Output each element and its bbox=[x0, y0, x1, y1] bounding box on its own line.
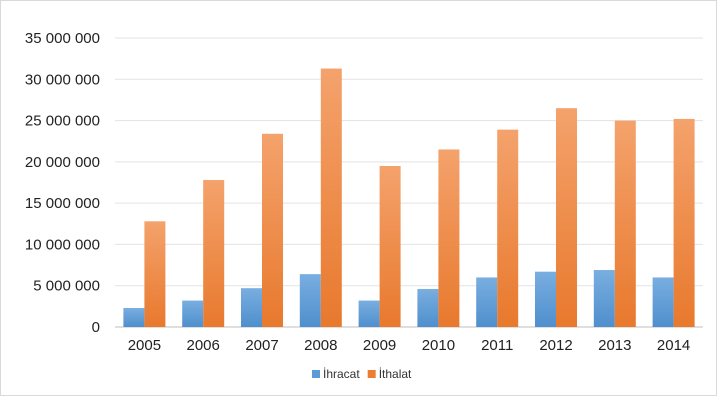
bar-ihracat-2011 bbox=[476, 277, 498, 327]
bar-ithalat-2010 bbox=[438, 149, 460, 327]
y-tick-label: 10 000 000 bbox=[25, 236, 100, 253]
legend-label-ihracat: İhracat bbox=[323, 367, 360, 381]
bar-ithalat-2006 bbox=[203, 180, 225, 327]
bar-ithalat-2007 bbox=[262, 133, 283, 327]
bar-ihracat-2010 bbox=[417, 289, 439, 327]
bar-ihracat-2006 bbox=[182, 300, 204, 327]
bar-ihracat-2014 bbox=[652, 277, 674, 327]
x-tick-label: 2013 bbox=[598, 337, 631, 354]
y-axis-tick-labels: 0 5 000 000 10 000 000 15 000 000 20 000 000… bbox=[25, 30, 100, 336]
x-tick-label: 2011 bbox=[481, 337, 513, 354]
bar-ithalat-2011 bbox=[497, 129, 519, 327]
bar-ihracat-2008 bbox=[299, 274, 321, 327]
x-tick-label: 2006 bbox=[187, 337, 220, 354]
x-tick-label: 2014 bbox=[657, 337, 690, 354]
bar-ithalat-2005 bbox=[144, 221, 166, 327]
y-tick-label: 35 000 000 bbox=[25, 30, 100, 47]
bar-ihracat-2009 bbox=[358, 300, 380, 327]
bar-ihracat-2013 bbox=[593, 270, 615, 327]
x-tick-label: 2008 bbox=[304, 337, 337, 354]
x-tick-label: 2012 bbox=[539, 337, 572, 354]
y-tick-label: 15 000 000 bbox=[25, 195, 100, 212]
legend-label-ithalat: İthalat bbox=[379, 367, 412, 381]
y-tick-label: 25 000 000 bbox=[25, 113, 100, 130]
x-tick-label: 2007 bbox=[245, 337, 278, 354]
bar-ihracat-2005 bbox=[123, 308, 145, 327]
bar-ithalat-2012 bbox=[556, 108, 577, 327]
y-tick-label: 5 000 000 bbox=[33, 278, 100, 295]
legend-swatch-ihracat bbox=[312, 370, 320, 378]
y-tick-label: 20 000 000 bbox=[25, 154, 100, 171]
x-tick-label: 2009 bbox=[363, 337, 396, 354]
y-tick-label: 0 bbox=[92, 319, 100, 336]
bars bbox=[123, 68, 695, 328]
legend-swatch-ithalat bbox=[367, 370, 376, 378]
x-axis-tick-labels: 2005 2006 2007 2008 2009 2010 2011 2012 2013 2014 bbox=[128, 337, 691, 354]
bar-ithalat-2009 bbox=[379, 165, 401, 327]
bar-ihracat-2012 bbox=[535, 271, 556, 327]
bar-ihracat-2007 bbox=[241, 288, 262, 327]
bar-ithalat-2008 bbox=[320, 68, 342, 328]
bar-ithalat-2013 bbox=[614, 120, 636, 327]
y-tick-label: 30 000 000 bbox=[25, 71, 100, 88]
x-tick-label: 2010 bbox=[422, 337, 455, 354]
bar-ithalat-2014 bbox=[673, 118, 695, 327]
legend: İhracat İthalat bbox=[312, 367, 412, 381]
x-tick-label: 2005 bbox=[128, 337, 161, 354]
